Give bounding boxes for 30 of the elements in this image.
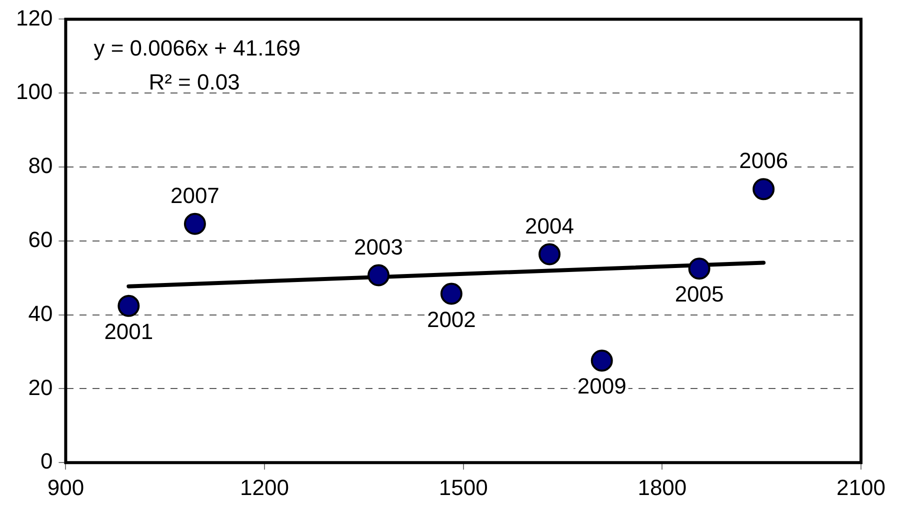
y-tick-label: 40 [28, 300, 53, 326]
annotation: 2001 [104, 318, 154, 344]
annotation: y = 0.0066x + 41.169 [94, 35, 300, 60]
annotation: 2009 [577, 374, 626, 399]
y-tick-label: 120 [16, 5, 53, 30]
annotation: 2006 [739, 148, 788, 174]
x-tick-label: 1500 [438, 474, 488, 500]
x-tick-label: 900 [47, 474, 84, 500]
point [440, 282, 462, 305]
annotation: 2007 [170, 182, 220, 208]
annotation: 2004 [525, 213, 574, 238]
y-tick-label: 60 [28, 226, 53, 252]
annotation: 2005 [674, 282, 724, 307]
point [368, 264, 390, 286]
y-tick-label: 80 [28, 153, 53, 178]
point [184, 212, 206, 235]
annotation: R² = 0.03 [148, 69, 240, 94]
annotation: 2003 [354, 234, 403, 260]
point [752, 178, 775, 200]
x-tick-label: 2100 [836, 474, 886, 500]
y-tick-label: 100 [16, 79, 53, 104]
y-tick-label: 0 [40, 448, 53, 474]
point [590, 350, 613, 372]
point [688, 258, 710, 280]
point [538, 243, 561, 266]
point [118, 294, 140, 317]
x-tick-label: 1200 [240, 474, 290, 500]
annotation: 2002 [426, 306, 476, 332]
y-tick-label: 20 [28, 374, 53, 400]
x-tick-label: 1800 [638, 474, 687, 500]
